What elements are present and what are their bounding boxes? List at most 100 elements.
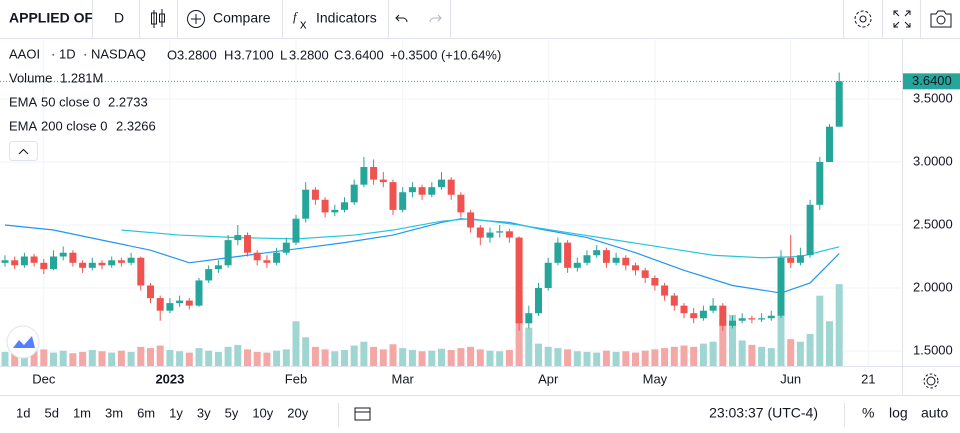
y-tick-label: 1.5000 bbox=[913, 342, 953, 357]
candle-body bbox=[311, 189, 319, 200]
fx-icon: x bbox=[300, 16, 307, 31]
compare-button[interactable]: Compare bbox=[187, 10, 271, 28]
legend-symbol: AAOI bbox=[9, 46, 40, 61]
volume-bar bbox=[573, 351, 581, 366]
volume-legend-value: 1.281M bbox=[60, 70, 103, 85]
candle-body bbox=[205, 269, 213, 281]
candle-body bbox=[98, 262, 106, 266]
volume-bar bbox=[486, 350, 494, 366]
candle-body bbox=[651, 277, 659, 286]
volume-bar bbox=[641, 350, 649, 366]
candle-body bbox=[50, 256, 57, 270]
candle-body bbox=[20, 256, 28, 266]
auto-toggle[interactable]: auto bbox=[921, 405, 948, 421]
candle-body bbox=[486, 232, 494, 238]
chart-style-button[interactable] bbox=[151, 9, 165, 28]
indicators-button[interactable]: f x Indicators bbox=[293, 9, 377, 31]
candle-body bbox=[709, 305, 717, 311]
last-price-badge bbox=[903, 73, 960, 90]
volume-bar bbox=[680, 345, 688, 366]
volume-bar bbox=[79, 351, 87, 366]
candle-body bbox=[515, 237, 523, 324]
volume-bar bbox=[185, 352, 193, 366]
volume-bar bbox=[20, 353, 28, 366]
x-tick-label: Apr bbox=[538, 371, 559, 386]
range-button[interactable]: 1m bbox=[73, 405, 91, 420]
range-button[interactable]: 1d bbox=[16, 405, 30, 420]
range-button[interactable]: 5y bbox=[225, 405, 239, 420]
range-button[interactable]: 20y bbox=[287, 405, 308, 420]
candle-body bbox=[447, 179, 455, 195]
candle-body bbox=[796, 255, 804, 263]
undo-button[interactable] bbox=[395, 14, 408, 23]
candle-body bbox=[117, 260, 125, 263]
volume-bar bbox=[11, 350, 19, 366]
candle-body bbox=[573, 262, 581, 268]
candle-body bbox=[593, 250, 601, 256]
candle-body bbox=[699, 310, 707, 319]
volume-bar bbox=[661, 348, 669, 366]
interval-button[interactable]: D bbox=[114, 10, 124, 26]
axis-settings-button[interactable] bbox=[923, 373, 939, 389]
candle-body bbox=[195, 280, 203, 306]
percent-toggle[interactable]: % bbox=[862, 405, 874, 421]
candle-body bbox=[438, 179, 445, 188]
volume-bar bbox=[98, 351, 106, 366]
y-tick-label: 3.0000 bbox=[913, 153, 953, 168]
symbol-search[interactable]: APPLIED OF bbox=[9, 10, 93, 26]
range-button[interactable]: 5d bbox=[44, 405, 58, 420]
volume-bar bbox=[302, 337, 310, 366]
settings-button[interactable] bbox=[854, 10, 872, 28]
range-button[interactable]: 10y bbox=[252, 405, 273, 420]
x-tick-label: 2023 bbox=[155, 371, 184, 386]
candle-body bbox=[253, 252, 261, 261]
volume-bar bbox=[166, 350, 174, 366]
range-button[interactable]: 6m bbox=[137, 405, 155, 420]
range-button[interactable]: 3y bbox=[197, 405, 211, 420]
snapshot-button[interactable] bbox=[930, 10, 952, 28]
ema-legend-name: EMA bbox=[9, 94, 38, 109]
candle-body bbox=[69, 252, 77, 263]
redo-button[interactable] bbox=[429, 14, 442, 23]
volume-bar bbox=[1, 351, 9, 366]
volume-bar bbox=[321, 349, 329, 366]
log-toggle[interactable]: log bbox=[889, 405, 908, 421]
candle-body bbox=[418, 187, 426, 195]
legend: AAOI · 1D · NASDAQ O 3.2800 H 3.7100 L 3… bbox=[9, 46, 501, 161]
volume-bar bbox=[147, 348, 154, 366]
volume-bar bbox=[593, 352, 601, 366]
candle-body bbox=[40, 262, 48, 270]
candle-body bbox=[292, 218, 300, 243]
candle-body bbox=[273, 252, 281, 263]
ema-legend-value: 2.3266 bbox=[116, 118, 156, 133]
candle-body bbox=[816, 161, 824, 205]
ema-legend-params: 200 close 0 bbox=[41, 118, 108, 133]
candle-body bbox=[360, 167, 368, 185]
fullscreen-button[interactable] bbox=[893, 10, 911, 28]
range-button[interactable]: 1y bbox=[169, 405, 183, 420]
legend-key: L bbox=[280, 47, 287, 62]
volume-bar bbox=[709, 341, 717, 366]
x-tick-label: Jun bbox=[780, 371, 801, 386]
range-button[interactable]: 3m bbox=[105, 405, 123, 420]
goto-date-button[interactable] bbox=[354, 407, 371, 421]
candle-body bbox=[719, 305, 727, 326]
legend-high: 3.7100 bbox=[234, 47, 274, 62]
candle-body bbox=[476, 227, 484, 238]
legend-close: 3.6400 bbox=[344, 47, 384, 62]
y-tick-label: 2.0000 bbox=[913, 279, 953, 294]
volume-bar bbox=[738, 340, 746, 366]
legend-low: 3.2800 bbox=[289, 47, 329, 62]
candle-body bbox=[156, 298, 164, 311]
volume-bar bbox=[515, 295, 523, 366]
candle-body bbox=[321, 199, 329, 213]
ema-legend-params: 50 close 0 bbox=[41, 94, 100, 109]
collapse-icon bbox=[18, 148, 29, 155]
collapse-legend-button[interactable] bbox=[9, 141, 38, 161]
ema-line bbox=[4, 218, 840, 294]
volume-bar bbox=[622, 351, 630, 366]
legend-key: C bbox=[334, 47, 343, 62]
volume-bar bbox=[263, 352, 271, 366]
candle-body bbox=[263, 260, 271, 263]
